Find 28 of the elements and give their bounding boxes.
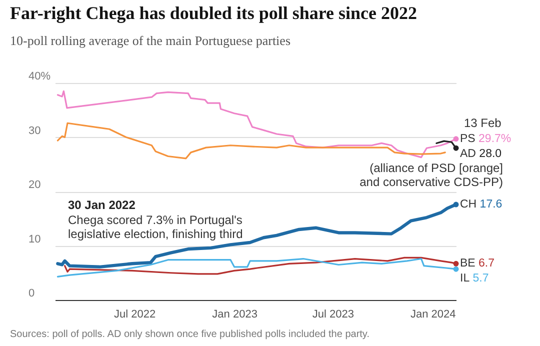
data-label: 5.7 <box>472 272 489 285</box>
data-label: 28.0 <box>479 148 502 160</box>
x-tick-label: Jul 2022 <box>114 308 156 320</box>
annotation: and conservative CDS-PP) <box>360 175 504 189</box>
series-label: AD <box>460 148 476 160</box>
data-label: 29.7% <box>478 132 512 145</box>
x-tick-label: Jan 2024 <box>410 308 456 320</box>
x-tick-label: Jan 2023 <box>212 308 258 320</box>
x-tick-label: Jul 2023 <box>312 308 354 320</box>
annotation: (alliance of PSD [orange] <box>370 161 503 175</box>
series-label: CH <box>460 198 477 211</box>
y-tick-label: 10 <box>28 233 41 246</box>
y-tick-label: 0 <box>28 288 35 300</box>
chart-subtitle: 10-poll rolling average of the main Portuguese parties <box>10 33 291 48</box>
source-note: Sources: poll of polls. AD only shown once five published polls included the party. <box>10 329 370 340</box>
y-tick-label: 30 <box>28 124 41 137</box>
series-label: IL <box>460 272 470 285</box>
annotation: 30 Jan 2022 <box>68 198 136 212</box>
annotation: legislative election, finishing third <box>68 227 243 241</box>
series-label: BE <box>460 258 476 270</box>
chart-title: Far-right Chega has doubled its poll share since 2022 <box>10 3 418 23</box>
annotation: 13 Feb <box>464 116 502 130</box>
y-tick-label: 20 <box>28 179 41 191</box>
data-label: 6.7 <box>478 258 495 270</box>
data-label: 17.6 <box>480 198 502 211</box>
y-tick-label: 40% <box>28 70 51 82</box>
annotation: Chega scored 7.3% in Portugal's <box>68 213 242 227</box>
series-label: PS <box>460 132 476 145</box>
